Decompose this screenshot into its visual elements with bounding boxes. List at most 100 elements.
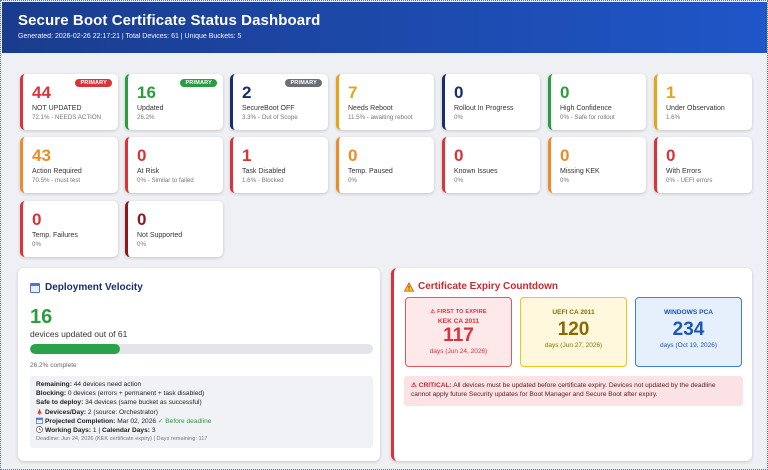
- card-value: 7: [348, 83, 358, 102]
- rocket-icon: [37, 408, 42, 415]
- card-detail: 0%: [32, 241, 41, 248]
- card-value: 44: [32, 83, 51, 102]
- card-value: 1: [666, 83, 676, 102]
- cert-card: ⚠ FIRST TO EXPIRE KEK CA 2011 117 days (Jun…: [405, 297, 512, 367]
- card-label: SecureBoot OFF: [242, 105, 295, 112]
- status-card: 0 Known Issues 0%: [442, 137, 540, 193]
- card-value: 0: [137, 146, 147, 165]
- card-label: High Confidence: [560, 105, 612, 112]
- cert-days: 234: [672, 319, 705, 340]
- card-value: 0: [560, 83, 570, 102]
- card-detail: 70.5% - must test: [32, 177, 81, 184]
- certificate-expiry-panel: Certificate Expiry Countdown ⚠ FIRST TO …: [391, 268, 752, 461]
- projected-row: Projected Completion: Mar 02, 2026 ✓ Bef…: [36, 417, 367, 426]
- page-title: Secure Boot Certificate Status Dashboard: [18, 12, 321, 29]
- expiry-title-text: Certificate Expiry Countdown: [418, 281, 559, 292]
- remaining-row: Remaining: 44 devices need action: [36, 381, 142, 388]
- status-card: 1 Task Disabled 1.6% - Blocked: [230, 137, 328, 193]
- status-card: 0 Temp. Failures 0%: [20, 201, 118, 257]
- expiry-title: Certificate Expiry Countdown: [404, 281, 558, 292]
- cert-card: UEFI CA 2011 120 days (Jun 27, 2026): [520, 297, 627, 367]
- card-detail: 26.2%: [137, 114, 155, 121]
- deadline-note: Deadline: Jun 24, 2026 (KEK certificate …: [36, 436, 208, 443]
- card-label: With Errors: [666, 168, 701, 175]
- status-card: 2 SecureBoot OFF 3.3% - Out of Scope PRIMAR…: [230, 74, 328, 130]
- status-card: 0 At Risk 0% - Similar to failed: [125, 137, 223, 193]
- page-subtitle: Generated: 2026-02-26 22:17:21 | Total D…: [18, 33, 242, 40]
- status-card: 0 Not Supported 0%: [125, 201, 223, 257]
- cert-days: 120: [557, 319, 590, 340]
- primary-badge: PRIMARY: [285, 79, 322, 87]
- cert-name: UEFI CA 2011: [552, 309, 595, 316]
- velocity-title: Deployment Velocity: [30, 282, 143, 293]
- card-label: Not Supported: [137, 232, 183, 239]
- card-label: NOT UPDATED: [32, 105, 82, 112]
- warning-icon: [404, 281, 414, 291]
- perday-row: Devices/Day: 2 (source: Orchestrator): [36, 408, 367, 417]
- status-card: 44 NOT UPDATED 72.1% - NEEDS ACTION PRIMARY: [20, 74, 118, 130]
- calendar-icon: [36, 417, 43, 424]
- dashboard-header: Secure Boot Certificate Status Dashboard…: [2, 2, 767, 53]
- card-detail: 0% - Safe for rollout: [560, 114, 615, 121]
- updated-out-of: devices updated out of 61: [30, 329, 128, 339]
- card-detail: 0% - Similar to failed: [137, 177, 194, 184]
- status-card: 0 Temp. Paused 0%: [336, 137, 434, 193]
- status-card: 0 With Errors 0% - UEFI errors: [654, 137, 752, 193]
- card-label: Known Issues: [454, 168, 498, 175]
- velocity-details: Remaining: 44 devices need action Blocki…: [30, 376, 373, 448]
- cert-card: WINDOWS PCA 234 days (Oct 19, 2026): [635, 297, 742, 367]
- cert-date: days (Jun 24, 2026): [429, 348, 488, 355]
- card-label: Under Observation: [666, 105, 725, 112]
- card-value: 1: [242, 146, 252, 165]
- card-detail: 0%: [348, 177, 357, 184]
- card-detail: 0% - UEFI errors: [666, 177, 713, 184]
- progress-fill: [30, 344, 120, 354]
- card-detail: 0%: [560, 177, 569, 184]
- status-card: 0 Missing KEK 0%: [548, 137, 646, 193]
- updated-count: 16: [30, 306, 53, 328]
- card-value: 0: [454, 146, 464, 165]
- status-card: 16 Updated 26.2% PRIMARY: [125, 74, 223, 130]
- card-label: Rollout In Progress: [454, 105, 514, 112]
- card-detail: 3.3% - Out of Scope: [242, 114, 298, 121]
- cert-date: days (Jun 27, 2026): [544, 342, 603, 349]
- working-row: Working Days: 1 | Calendar Days: 3: [36, 426, 367, 435]
- status-card: 1 Under Observation 1.6%: [654, 74, 752, 130]
- card-value: 2: [242, 83, 252, 102]
- card-label: Action Required: [32, 168, 82, 175]
- card-value: 0: [666, 146, 676, 165]
- progress-bar: [30, 344, 373, 354]
- clock-icon: [36, 426, 43, 433]
- card-label: Temp. Failures: [32, 232, 78, 239]
- card-label: Updated: [137, 105, 164, 112]
- card-detail: 0%: [454, 177, 463, 184]
- cert-days: 117: [443, 325, 474, 346]
- deployment-velocity-panel: Deployment Velocity 16 devices updated o…: [18, 268, 380, 461]
- cert-tag: ⚠ FIRST TO EXPIRE: [430, 309, 487, 315]
- status-card: 7 Needs Reboot 11.5% - awaiting reboot: [336, 74, 434, 130]
- card-detail: 1.6%: [666, 114, 681, 121]
- progress-label: 26.2% complete: [30, 362, 77, 369]
- card-detail: 1.6% - Blocked: [242, 177, 284, 184]
- velocity-title-text: Deployment Velocity: [45, 282, 143, 293]
- card-detail: 72.1% - NEEDS ACTION: [32, 114, 102, 121]
- card-value: 0: [348, 146, 358, 165]
- card-detail: 11.5% - awaiting reboot: [348, 114, 413, 121]
- card-detail: 0%: [137, 241, 146, 248]
- card-value: 0: [137, 210, 147, 229]
- card-value: 0: [454, 83, 464, 102]
- safe-row: Safe to deploy: 34 devices (same bucket …: [36, 399, 202, 407]
- card-label: At Risk: [137, 168, 160, 175]
- card-value: 0: [560, 146, 570, 165]
- cert-name: WINDOWS PCA: [663, 309, 714, 316]
- critical-notice: ⚠ CRITICAL: All devices must be updated …: [404, 376, 743, 406]
- card-label: Temp. Paused: [348, 168, 393, 175]
- cert-date: days (Oct 19, 2026): [659, 342, 718, 349]
- card-label: Task Disabled: [242, 168, 286, 175]
- blocking-row: Blocking: 0 devices (errors + permanent …: [36, 390, 205, 398]
- primary-badge: PRIMARY: [75, 79, 112, 87]
- primary-badge: PRIMARY: [180, 79, 217, 87]
- cert-name: KEK CA 2011: [437, 318, 480, 325]
- card-label: Needs Reboot: [348, 105, 393, 112]
- card-label: Missing KEK: [560, 168, 600, 175]
